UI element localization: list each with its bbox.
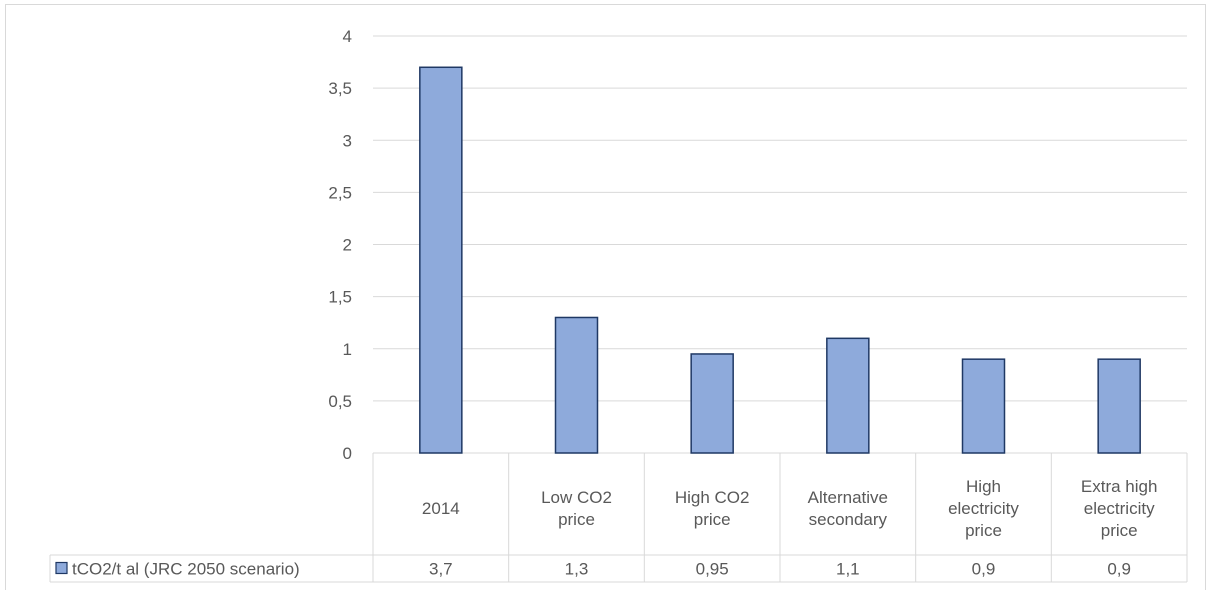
data-table-value: 0,95: [696, 560, 729, 579]
bar: [961, 358, 1006, 454]
legend-series-name: tCO2/t al (JRC 2050 scenario): [72, 560, 300, 579]
x-category-label: electricity: [1084, 499, 1155, 518]
bar: [826, 337, 870, 454]
y-tick-label: 1: [343, 340, 352, 359]
x-category-label: price: [1101, 521, 1138, 540]
y-tick-label: 4: [343, 27, 352, 46]
y-tick-label: 3,5: [328, 79, 352, 98]
y-tick-label: 3: [343, 131, 352, 150]
data-table-value: 1,1: [836, 560, 860, 579]
bar: [1097, 358, 1141, 454]
legend-key: [55, 561, 68, 575]
data-table-value: 3,7: [429, 560, 453, 579]
x-category-label: price: [558, 510, 595, 529]
y-tick-label: 0: [343, 444, 352, 463]
x-category-label: electricity: [948, 499, 1019, 518]
x-category-label: Extra high: [1081, 477, 1158, 496]
y-tick-label: 1,5: [328, 288, 352, 307]
x-category-label: High: [966, 477, 1001, 496]
x-category-label: price: [694, 510, 731, 529]
x-category-label: price: [965, 521, 1002, 540]
bar: [690, 353, 734, 454]
bar: [419, 66, 463, 454]
data-table-value: 1,3: [565, 560, 589, 579]
x-category-label: Alternative: [808, 488, 888, 507]
y-tick-label: 0,5: [328, 392, 352, 411]
chart-frame: [5, 4, 1206, 590]
x-category-label: secondary: [809, 510, 888, 529]
y-tick-label: 2: [343, 236, 352, 255]
data-table-value: 0,9: [1107, 560, 1131, 579]
x-category-label: 2014: [422, 499, 460, 518]
y-tick-label: 2,5: [328, 183, 352, 202]
x-category-label: High CO2: [675, 488, 750, 507]
data-table-value: 0,9: [972, 560, 996, 579]
x-category-label: Low CO2: [541, 488, 612, 507]
bar: [554, 316, 599, 454]
